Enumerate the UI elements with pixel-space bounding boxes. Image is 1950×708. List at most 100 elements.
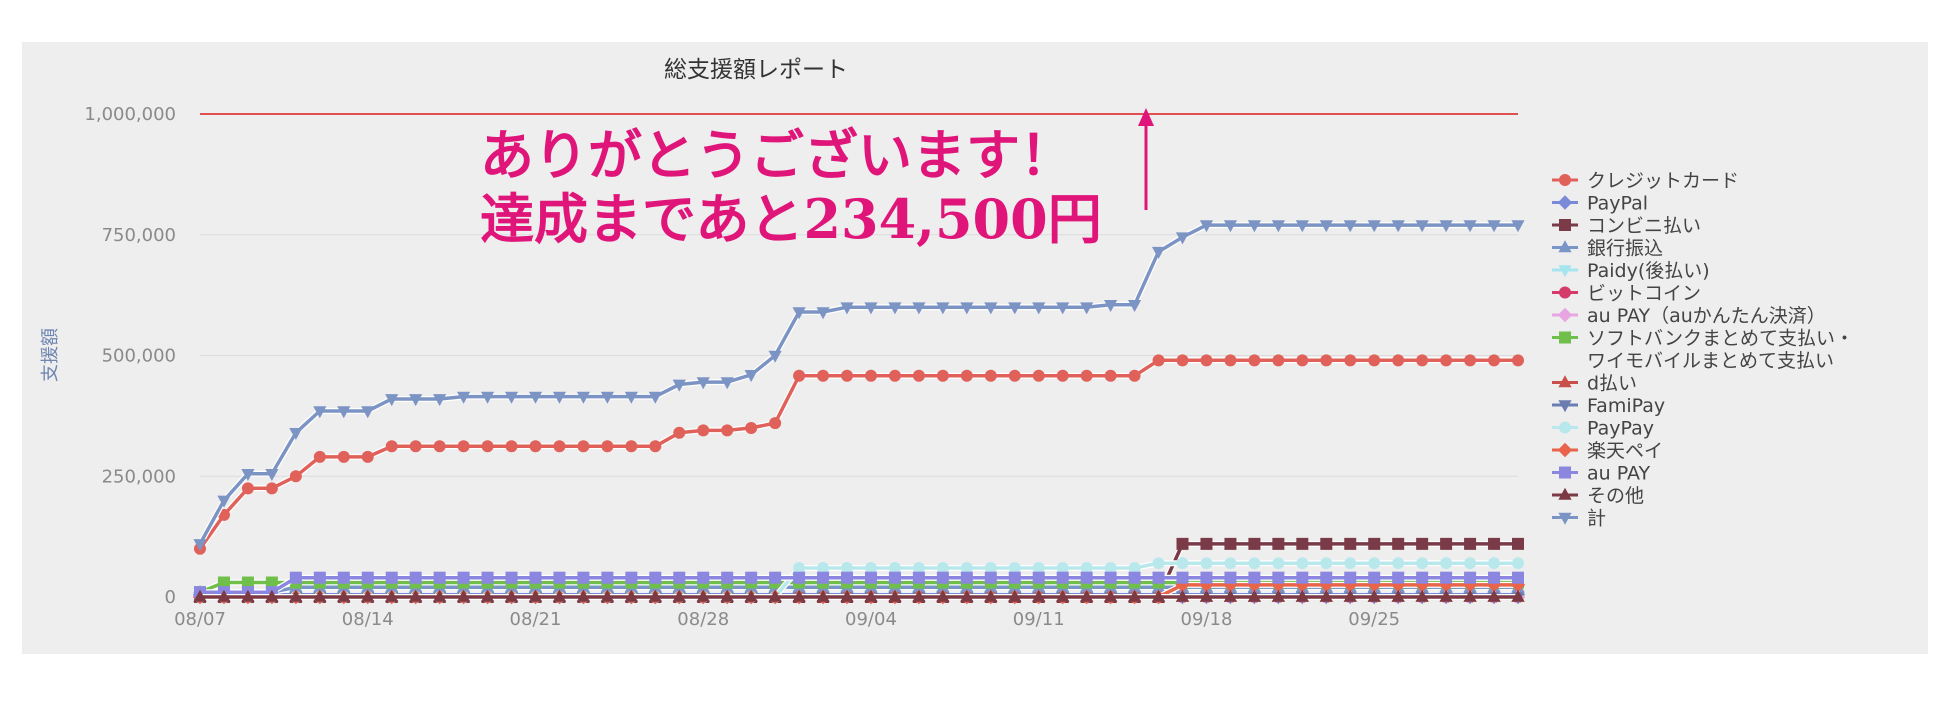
data-point <box>1390 577 1406 593</box>
data-point <box>289 571 302 584</box>
data-point <box>1368 537 1381 550</box>
legend: クレジットカードPayPalコンビニ払い銀行振込Paidy(後払い)ビットコイン… <box>1552 170 1854 530</box>
data-point <box>385 394 399 407</box>
data-point <box>912 302 926 315</box>
data-point <box>816 307 830 320</box>
series-0 <box>194 354 1524 555</box>
data-point <box>1320 537 1333 550</box>
data-point <box>1319 220 1333 233</box>
data-point <box>1512 354 1524 367</box>
data-point <box>960 369 973 382</box>
data-point <box>624 391 638 404</box>
data-point <box>912 589 926 602</box>
data-point <box>528 589 543 602</box>
data-point <box>1343 577 1358 593</box>
data-point <box>1223 589 1238 602</box>
data-point <box>481 571 494 584</box>
data-point <box>1008 589 1022 602</box>
data-point <box>1512 571 1524 584</box>
x-tick-label: 09/04 <box>845 609 897 630</box>
legend-swatch-marker <box>1558 265 1572 278</box>
data-point <box>1008 369 1021 382</box>
data-point <box>1104 571 1117 584</box>
data-point <box>1296 354 1309 367</box>
data-point <box>1056 571 1069 584</box>
data-point <box>1127 299 1142 312</box>
legend-label: 銀行振込 <box>1587 238 1663 260</box>
data-point <box>649 571 662 584</box>
data-point <box>1223 220 1238 233</box>
legend-label: FamiPay <box>1587 395 1665 417</box>
data-point <box>457 571 470 584</box>
data-point <box>936 571 949 584</box>
data-point <box>1296 571 1309 584</box>
data-point <box>1368 354 1381 367</box>
data-point <box>337 589 351 602</box>
data-point <box>1152 571 1165 584</box>
data-point <box>1056 589 1070 602</box>
data-point <box>1224 537 1237 550</box>
data-point <box>1414 577 1430 593</box>
data-point <box>505 440 518 453</box>
data-point <box>984 589 998 602</box>
legend-label: ワイモバイルまとめて支払い <box>1587 350 1834 372</box>
data-point <box>265 482 278 495</box>
annotation-line-1: ありがとうございます！ <box>480 123 1074 187</box>
legend-swatch-marker <box>1559 286 1571 299</box>
data-point <box>625 440 638 453</box>
x-tick-label: 09/18 <box>1181 609 1233 630</box>
data-point <box>1200 571 1213 584</box>
data-point <box>409 440 422 453</box>
data-point <box>648 391 662 404</box>
legend-swatch-marker <box>1557 442 1573 458</box>
data-point <box>1464 557 1477 570</box>
data-point <box>601 571 614 584</box>
data-point <box>1368 571 1381 584</box>
data-point <box>1272 571 1285 584</box>
data-point <box>720 377 734 390</box>
data-point <box>504 391 519 404</box>
legend-item: au PAY（auかんたん決済） <box>1552 305 1826 327</box>
data-point <box>696 377 710 390</box>
legend-swatch-marker <box>1559 466 1571 479</box>
data-point <box>1488 557 1501 570</box>
data-point <box>1344 354 1357 367</box>
data-point <box>1512 557 1524 570</box>
data-point <box>696 589 710 602</box>
data-point <box>1224 557 1237 570</box>
data-point <box>289 589 303 602</box>
data-point <box>457 440 470 453</box>
data-point <box>1271 577 1286 593</box>
y-tick-label: 750,000 <box>102 225 176 246</box>
data-point <box>1487 589 1501 602</box>
data-point <box>337 571 350 584</box>
data-point <box>1464 537 1477 550</box>
data-point <box>337 450 350 463</box>
data-point <box>936 562 949 575</box>
data-point <box>600 589 614 602</box>
legend-item: 計 <box>1552 508 1606 530</box>
data-point <box>1080 369 1093 382</box>
data-point <box>433 589 447 602</box>
x-tick-label: 09/11 <box>1013 609 1065 630</box>
data-point <box>1223 577 1238 593</box>
data-point <box>1128 369 1141 382</box>
legend-item: PayPay <box>1552 418 1654 440</box>
data-point <box>888 562 901 575</box>
data-point <box>1416 571 1429 584</box>
data-point <box>1488 571 1501 584</box>
data-point <box>1080 571 1093 584</box>
data-point <box>841 571 854 584</box>
legend-label: 楽天ペイ <box>1587 440 1663 462</box>
data-point <box>1343 220 1357 233</box>
y-tick-label: 500,000 <box>102 346 176 367</box>
data-point <box>1486 577 1502 593</box>
data-point <box>1462 577 1478 593</box>
series-13 <box>193 589 1525 602</box>
data-point <box>888 302 902 315</box>
data-point <box>1488 537 1501 550</box>
data-point <box>361 406 375 419</box>
data-point <box>217 495 231 508</box>
legend-item: 銀行振込 <box>1552 238 1663 260</box>
y-tick-labels: 0 250,000 500,000 750,000 1,000,000 <box>84 104 176 608</box>
